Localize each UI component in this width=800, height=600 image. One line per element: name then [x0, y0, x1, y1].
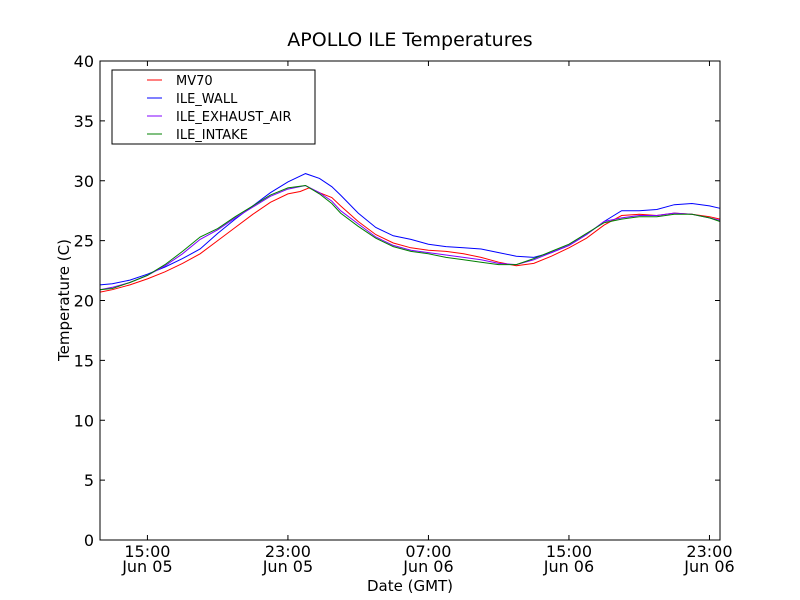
legend-box: [111, 69, 316, 145]
y-tick-label: 15: [74, 351, 94, 370]
x-axis-label: Date (GMT): [367, 577, 453, 595]
x-tick-label-time: 23:00: [686, 542, 732, 561]
x-tick-label-time: 15:00: [124, 542, 170, 561]
y-tick-label: 25: [74, 232, 94, 251]
series-line-ile-wall: [99, 173, 721, 286]
chart-title: APOLLO ILE Temperatures: [287, 29, 532, 51]
series-line-ile-intake: [99, 184, 721, 291]
x-tick-label-date: Jun 06: [683, 557, 734, 576]
x-tick-label-time: 23:00: [265, 542, 311, 561]
series-line-ile-exhaust-air: [99, 184, 721, 291]
y-tick-label: 10: [74, 411, 94, 430]
y-tick-label: 5: [84, 471, 94, 490]
x-tick-label-date: Jun 06: [402, 557, 453, 576]
x-tick-label-date: Jun 05: [262, 557, 313, 576]
x-tick-label-date: Jun 05: [121, 557, 172, 576]
legend-label: ILE_WALL: [176, 92, 238, 107]
y-tick-label: 0: [84, 531, 94, 550]
legend: MV70 ILE_WALL ILE_EXHAUST_AIR ILE_INTAKE: [111, 69, 316, 145]
x-tick-label-time: 07:00: [405, 542, 451, 561]
x-tick-label-time: 15:00: [546, 542, 592, 561]
legend-label: MV70: [176, 74, 213, 89]
y-tick-label: 30: [74, 172, 94, 191]
legend-label: ILE_INTAKE: [176, 128, 248, 143]
y-tick-label: 35: [74, 112, 94, 131]
legend-label: ILE_EXHAUST_AIR: [176, 110, 292, 125]
plot-area: [99, 173, 721, 293]
y-axis-label: Temperature (C): [55, 239, 73, 362]
y-tick-label: 40: [74, 52, 94, 71]
y-axis: 0 5 10 15 20 25 30 35 40: [74, 52, 720, 550]
y-tick-label: 20: [74, 292, 94, 311]
x-tick-label-date: Jun 06: [543, 557, 594, 576]
